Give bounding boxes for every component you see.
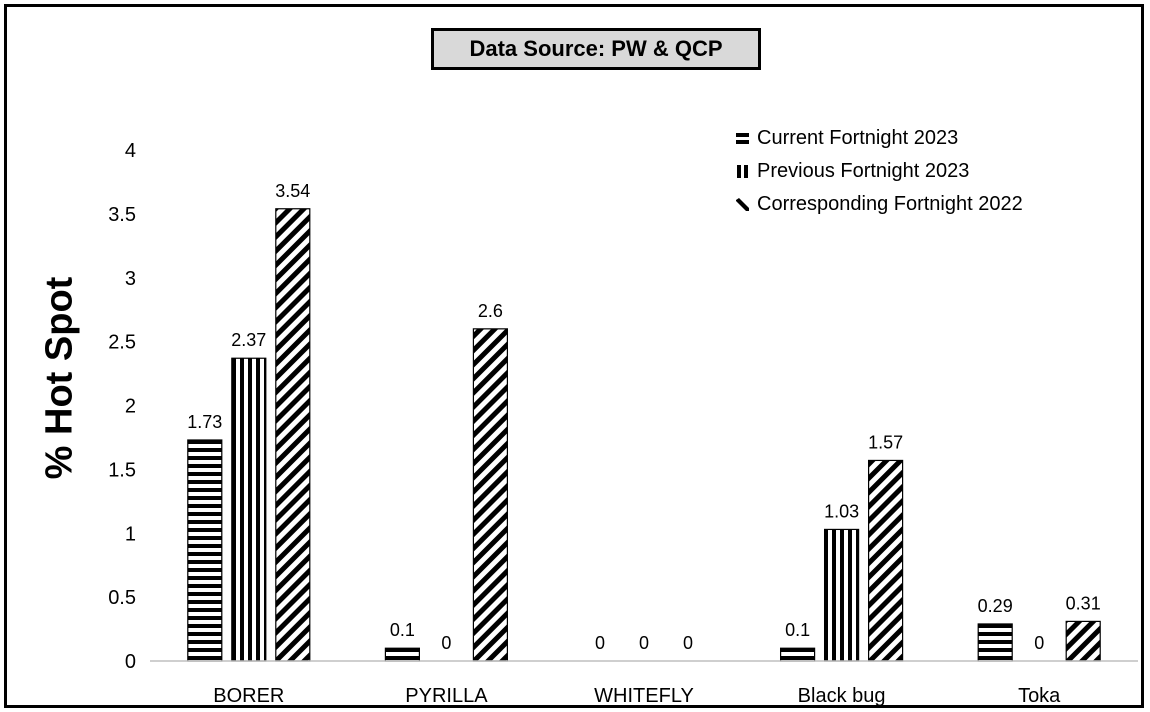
legend: Current Fortnight 2023 Previous Fortnigh… xyxy=(736,122,1023,221)
data-label: 1.03 xyxy=(824,501,859,521)
y-tick-label: 3 xyxy=(125,268,136,290)
data-label: 0.31 xyxy=(1066,593,1101,613)
x-tick-label: BORER xyxy=(213,685,284,707)
legend-item-corresponding: Corresponding Fortnight 2022 xyxy=(736,188,1023,221)
bar xyxy=(1065,620,1101,662)
bars xyxy=(187,208,1101,662)
data-label: 0 xyxy=(639,633,649,653)
legend-label: Corresponding Fortnight 2022 xyxy=(757,193,1023,215)
legend-item-previous: Previous Fortnight 2023 xyxy=(736,155,1023,188)
y-tick-label: 1 xyxy=(125,523,136,545)
data-label: 3.54 xyxy=(275,181,310,201)
legend-swatch-diagonal-stripes xyxy=(736,198,749,211)
x-tick-label: PYRILLA xyxy=(405,685,488,707)
data-label: 2.6 xyxy=(478,301,503,321)
y-tick-label: 2 xyxy=(125,396,136,418)
y-tick-label: 3.5 xyxy=(108,204,136,226)
data-label: 0 xyxy=(1034,633,1044,653)
legend-item-current: Current Fortnight 2023 xyxy=(736,122,1023,155)
y-tick-label: 0 xyxy=(125,651,136,673)
data-label: 0.1 xyxy=(390,620,415,640)
y-axis-label: % Hot Spot xyxy=(38,276,81,480)
bar xyxy=(187,439,223,662)
bar xyxy=(384,647,420,662)
value-labels: 1.73 2.37 3.54 0.1 0 2.6 0 0 0 0.1 1.03 1.57 0.29 0 0.… xyxy=(187,181,1100,653)
bar xyxy=(472,328,508,662)
data-label: 0 xyxy=(595,633,605,653)
data-label: 0.29 xyxy=(978,596,1013,616)
bar xyxy=(977,623,1013,662)
y-tick-label: 0.5 xyxy=(108,587,136,609)
bar xyxy=(779,647,816,662)
bar xyxy=(275,208,311,662)
data-label: 1.57 xyxy=(868,432,903,452)
x-tick-label: Toka xyxy=(1018,685,1061,707)
y-tick-label: 4 xyxy=(125,140,136,162)
legend-label: Previous Fortnight 2023 xyxy=(757,160,970,182)
data-label: 2.37 xyxy=(231,330,266,350)
bar xyxy=(231,357,267,662)
data-label: 1.73 xyxy=(187,412,222,432)
x-tick-label: Black bug xyxy=(798,685,886,707)
x-axis-labels: BORER PYRILLA WHITEFLY Black bug Toka xyxy=(213,685,1061,707)
y-tick-label: 1.5 xyxy=(108,459,136,481)
legend-label: Current Fortnight 2023 xyxy=(757,127,959,149)
bar xyxy=(867,459,904,662)
data-label: 0 xyxy=(683,633,693,653)
data-label: 0 xyxy=(441,633,451,653)
legend-swatch-vertical-stripes xyxy=(736,165,749,178)
chart-title: Data Source: PW & QCP xyxy=(431,28,761,70)
bar xyxy=(823,528,860,662)
y-tick-label: 2.5 xyxy=(108,332,136,354)
y-axis-ticks: 0 0.5 1 1.5 2 2.5 3 3.5 4 xyxy=(108,140,136,673)
data-label: 0.1 xyxy=(785,620,810,640)
x-tick-label: WHITEFLY xyxy=(594,685,694,707)
legend-swatch-horizontal-stripes xyxy=(736,132,749,145)
